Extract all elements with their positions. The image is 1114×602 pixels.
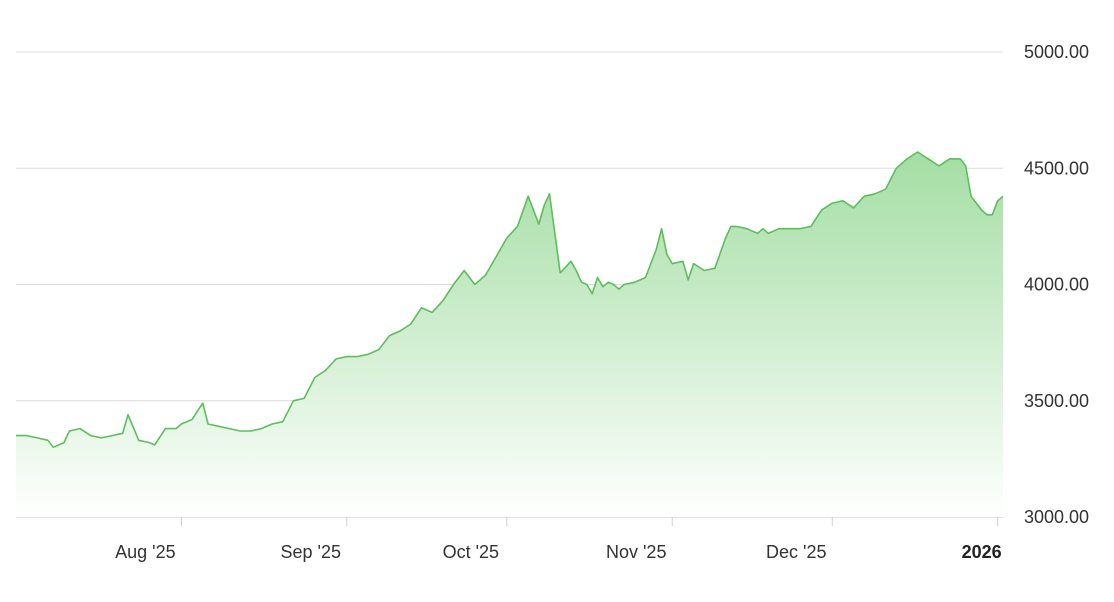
x-tick-label-dec25: Dec '25 (766, 542, 826, 562)
x-tick-label-oct25: Oct '25 (443, 542, 499, 562)
x-tick-label-2026: 2026 (962, 542, 1002, 562)
x-tick-label-aug25: Aug '25 (115, 542, 176, 562)
x-tick-label-nov25: Nov '25 (606, 542, 666, 562)
price-area-fill (16, 152, 1003, 517)
area-layer (16, 151, 1004, 517)
y-tick-label-3000: 3000.00 (1024, 507, 1089, 527)
axis-layer: 3000.00 3500.00 4000.00 4500.00 5000.00 Aug '… (115, 42, 1089, 562)
y-tick-label-5000: 5000.00 (1024, 42, 1089, 62)
y-tick-label-3500: 3500.00 (1024, 391, 1089, 411)
y-tick-label-4000: 4000.00 (1024, 275, 1089, 295)
y-tick-label-4500: 4500.00 (1024, 158, 1089, 178)
x-tick-label-sep25: Sep '25 (281, 542, 342, 562)
price-series-line (16, 151, 1004, 449)
